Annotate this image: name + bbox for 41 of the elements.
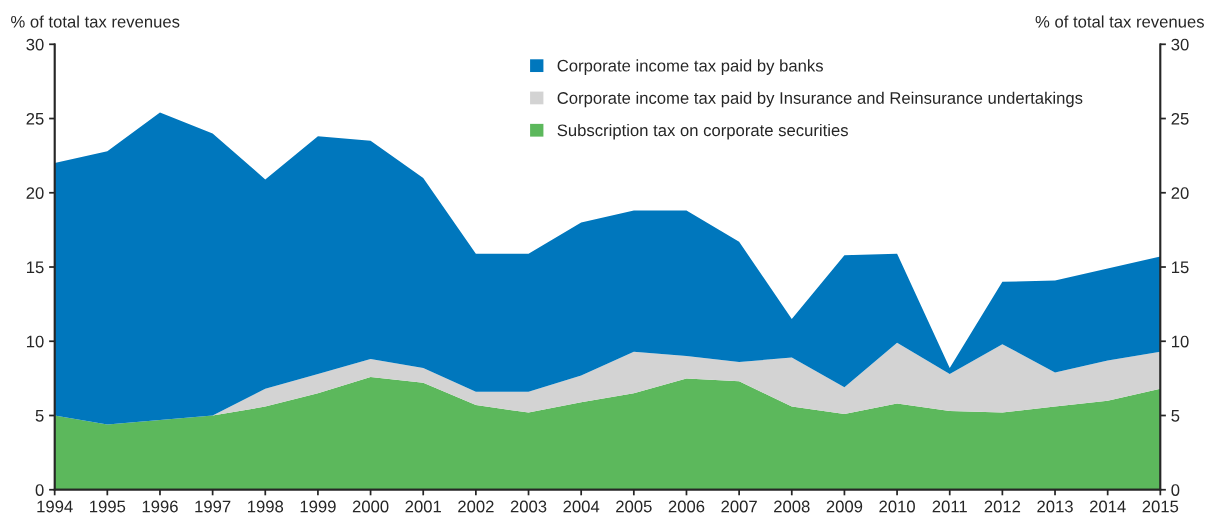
- y2-tick-label: 5: [1171, 410, 1180, 422]
- x-tick-label: 1998: [248, 500, 284, 513]
- y-tick-label: 15: [26, 261, 44, 274]
- y-tick-label: 0: [35, 484, 44, 496]
- x-tick-label: 1995: [90, 500, 126, 513]
- y2-tick-label: 30: [1171, 38, 1189, 51]
- x-tick-label: 2004: [563, 500, 600, 513]
- y-axis-title: % of total tax revenues: [11, 15, 180, 28]
- y-tick-label: 30: [26, 38, 44, 51]
- x-tick-label: 2003: [510, 500, 547, 513]
- x-tick-label: 2000: [352, 500, 389, 513]
- y2-tick-label: 20: [1171, 187, 1189, 199]
- x-tick-label: 2005: [616, 500, 652, 513]
- x-tick-label: 1996: [142, 500, 178, 513]
- x-tick-label: 1997: [195, 500, 231, 513]
- y2-axis-title: % of total tax revenues: [1035, 15, 1204, 28]
- y-tick-label: 25: [26, 112, 44, 125]
- x-tick-label: 2014: [1089, 500, 1126, 513]
- x-tick-label: 2008: [774, 500, 810, 513]
- y-tick-label: 5: [35, 410, 44, 422]
- legend-label: Subscription tax on corporate securities: [557, 123, 848, 140]
- x-tick-label: 2006: [668, 500, 705, 513]
- x-tick-label: 2011: [932, 500, 967, 513]
- y-tick-label: 10: [26, 335, 44, 348]
- y2-tick-label: 10: [1172, 335, 1189, 348]
- x-tick-label: 1994: [37, 500, 73, 513]
- x-tick-label: 2012: [984, 500, 1021, 513]
- x-tick-label: 2013: [1037, 500, 1073, 513]
- x-tick-label: 2001: [405, 500, 441, 513]
- x-tick-label: 2015: [1142, 500, 1179, 513]
- y2-tick-label: 0: [1171, 484, 1180, 496]
- x-tick-label: 2002: [458, 500, 494, 513]
- x-tick-label: 2009: [826, 500, 863, 513]
- x-tick-label: 2007: [721, 500, 757, 513]
- legend-label: Corporate income tax paid by Insurance and Reinsurance undertakings: [557, 91, 1083, 108]
- legend-label: Corporate income tax paid by banks: [557, 59, 823, 75]
- y-tick-label: 20: [26, 187, 44, 199]
- x-tick-label: 1999: [300, 500, 336, 513]
- y2-tick-label: 15: [1172, 261, 1189, 274]
- x-tick-label: 2010: [879, 500, 915, 513]
- y2-tick-label: 25: [1171, 112, 1189, 125]
